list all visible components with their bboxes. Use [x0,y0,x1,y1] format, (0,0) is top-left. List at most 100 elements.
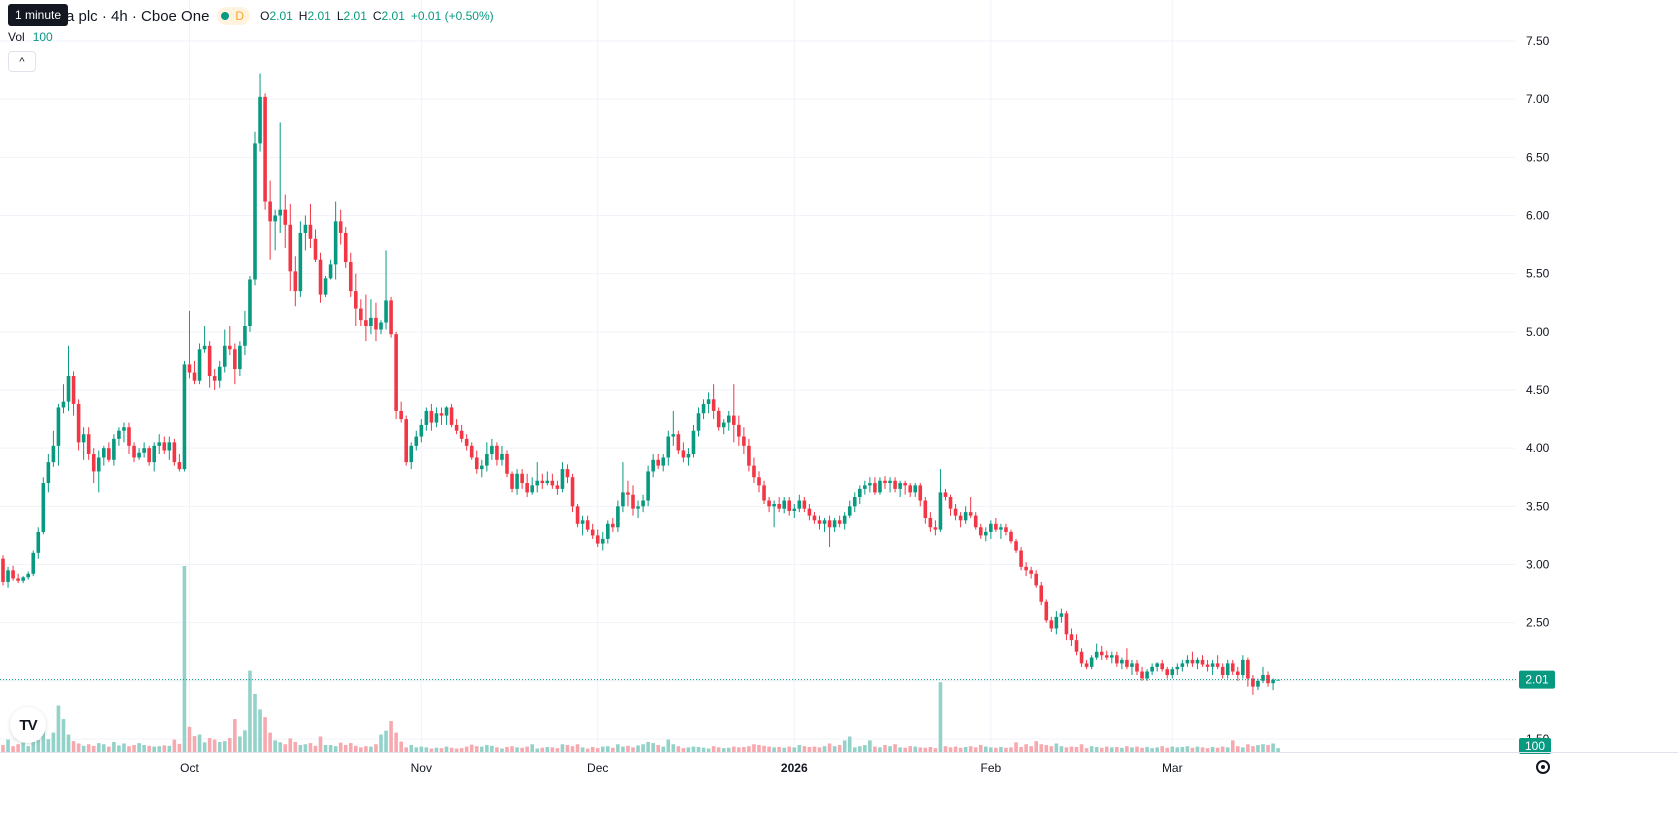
candle-body [1225,663,1230,676]
market-status-badge[interactable]: D [217,7,251,25]
volume-bar [132,745,136,752]
volume-bar [91,745,96,752]
volume-bar [31,735,36,752]
volume-bar [742,746,746,752]
ohlc-change: +0.01 (+0.50%) [410,9,494,23]
volume-bar [1230,740,1235,752]
candle-body [873,483,877,493]
candle-body [646,471,650,501]
candle-body [616,506,620,528]
volume-bar [1140,747,1144,752]
candle-body [1074,640,1079,652]
candle-body [681,450,686,458]
y-tick-label: 7.50 [1526,34,1550,48]
candle-body [1190,659,1195,664]
volume-bar [595,748,600,752]
candle-body [575,506,580,524]
candle-body [1150,666,1154,672]
volume-bar [1059,746,1064,752]
last-volume-label: 100 [1525,739,1545,753]
settings-icon[interactable] [1536,760,1550,774]
y-tick-label: 5.50 [1526,267,1550,281]
volume-bar [157,746,162,752]
volume-bar [792,747,797,752]
volume-bar [273,740,277,752]
volume-bar [318,736,323,752]
candle-body [817,520,822,524]
candle-body [1059,613,1064,617]
candle-body [46,462,51,484]
candle-body [737,424,741,437]
volume-bar [228,738,232,752]
volume-bar [671,744,676,752]
candle-body [419,424,424,437]
volume-bar [1054,743,1059,752]
candle-body [11,570,15,579]
volume-bar [293,741,298,752]
candle-body [313,238,318,260]
candle-body [716,410,721,428]
volume-bar [338,742,343,752]
volume-bar [903,747,907,752]
volume-bar [913,746,918,752]
candle-body [379,322,383,330]
candle-body [91,453,96,472]
volume-bar [1180,746,1185,752]
candle-body [560,469,565,489]
volume-bar [283,744,288,752]
volume-bar [288,738,293,752]
candle-body [842,515,847,524]
candle-body [676,434,681,451]
volume-bar [1251,746,1255,752]
volume-bar [268,732,272,752]
candle-body [686,453,691,458]
time-axis[interactable]: Oct Nov Dec 2026 Feb Mar [0,752,1678,776]
volume-bar [968,746,973,752]
volume-bar [757,745,761,752]
volume-bar [696,746,701,752]
volume-legend: Vol 100 [8,30,53,44]
candle-body [822,520,827,524]
volume-bar [1215,747,1220,752]
volume-bar [928,746,933,752]
volume-bar [772,747,776,752]
status-letter: D [235,9,245,23]
symbol-title[interactable]: a plc · 4h · Cboe One [66,7,210,25]
candle-body [847,506,852,516]
y-tick-label: 6.00 [1526,209,1550,223]
price-axis[interactable]: 7.50 7.00 6.50 6.00 5.50 5.00 4.50 4.00 3.50 3.00… [1519,34,1555,754]
volume-bar [152,746,156,752]
candle-body [943,492,948,498]
x-tick-label: Mar [1162,761,1183,775]
candle-body [359,308,363,321]
x-tick-label: Feb [980,761,1001,775]
volume-bar [36,739,41,752]
candle-body [429,410,434,423]
volume-bar [535,748,540,752]
volume-bar [258,709,262,752]
volume-bar [1246,744,1250,752]
y-tick-label: 3.00 [1526,558,1550,572]
candle-body [1044,601,1049,621]
volume-bar [1175,747,1180,752]
volume-bar [233,719,237,752]
candle-body [233,349,237,370]
candle-body [1089,657,1094,667]
candle-body [394,334,398,411]
candle-body [112,438,116,460]
tradingview-logo-icon[interactable]: TV [10,707,46,743]
candle-body [1004,527,1008,532]
volume-bar [1271,743,1275,752]
volume-bar [278,742,282,752]
candle-body [651,459,655,472]
candle-body [102,448,106,458]
volume-bar [832,746,837,752]
candle-body [994,523,998,530]
volume-bar [323,745,328,752]
volume-bar [973,747,978,752]
collapse-legend-button[interactable]: ^ [8,51,36,72]
candle-body [338,221,343,233]
y-tick-label: 4.50 [1526,383,1550,397]
last-price-label: 2.01 [1525,673,1549,687]
